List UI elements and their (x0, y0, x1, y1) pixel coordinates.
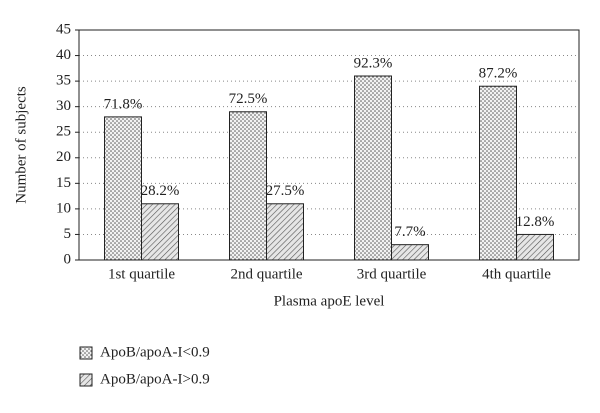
bar (391, 244, 429, 261)
bar (354, 75, 392, 261)
legend-swatch (79, 346, 93, 360)
y-tick-label: 25 (56, 124, 71, 140)
y-tick-label: 45 (56, 21, 71, 37)
data-label: 28.2% (141, 183, 180, 199)
x-tick-label: 1st quartile (108, 266, 175, 282)
bar (516, 233, 554, 261)
y-axis-title: Number of subjects (13, 86, 29, 204)
y-tick-label: 0 (64, 251, 72, 267)
x-tick-label: 2nd quartile (230, 266, 302, 282)
bar (229, 111, 267, 261)
data-label: 87.2% (479, 66, 518, 82)
y-tick-label: 35 (56, 73, 71, 89)
x-axis-title: Plasma apoE level (274, 293, 385, 309)
data-label: 71.8% (104, 96, 143, 112)
legend-swatch (79, 373, 93, 387)
data-label: 72.5% (229, 91, 268, 107)
data-label: 92.3% (354, 55, 393, 71)
y-tick-label: 30 (56, 98, 71, 114)
data-label: 27.5% (266, 183, 305, 199)
bar (104, 116, 142, 261)
bar (479, 85, 517, 261)
legend-label: ApoB/apoA-I>0.9 (100, 371, 210, 387)
plot-frame (78, 29, 580, 261)
x-tick-label: 4th quartile (482, 266, 551, 282)
data-label: 12.8% (516, 214, 555, 230)
bar (266, 203, 304, 261)
y-tick-label: 15 (56, 175, 71, 191)
y-tick-label: 5 (64, 226, 72, 242)
bar (141, 203, 179, 261)
y-tick-label: 40 (56, 47, 71, 63)
data-label: 7.7% (394, 224, 425, 240)
x-tick-label: 3rd quartile (357, 266, 427, 282)
legend-label: ApoB/apoA-I<0.9 (100, 344, 210, 360)
y-tick-label: 10 (56, 200, 71, 216)
y-tick-label: 20 (56, 149, 71, 165)
